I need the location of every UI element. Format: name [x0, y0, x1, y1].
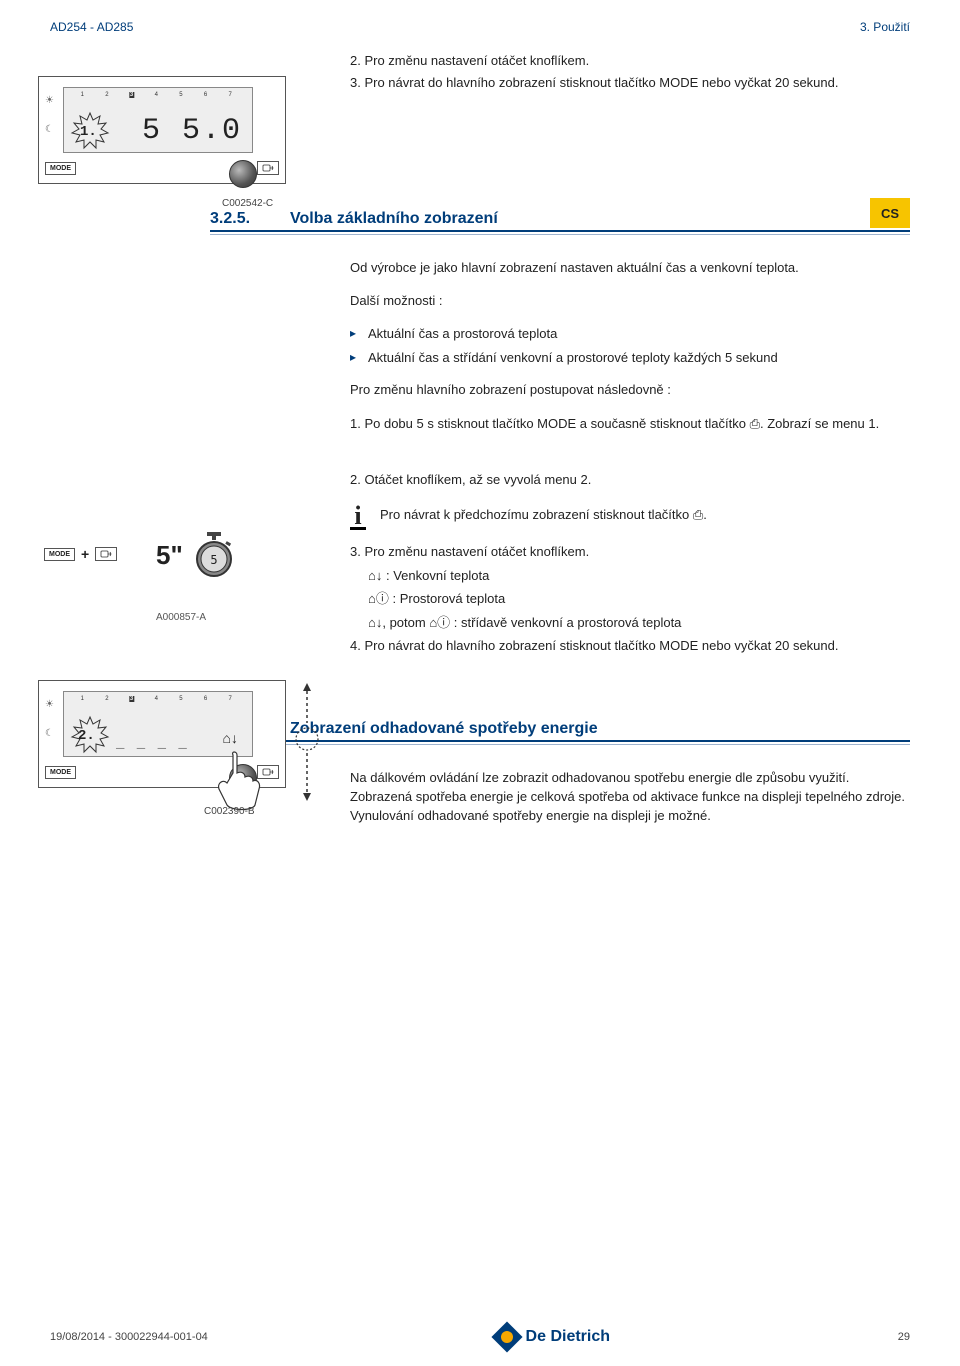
page-number: 29	[898, 1331, 910, 1343]
figure-code: C002542-C	[222, 198, 288, 209]
rotate-arrows-icon	[293, 683, 321, 803]
stopwatch-icon: 5	[193, 532, 235, 578]
five-seconds-label: 5"	[156, 540, 183, 571]
lcd-scale: 1 2 3 4 5 6 7	[70, 92, 246, 110]
lcd-dashes: _ _ _ _	[116, 736, 189, 752]
mode-plus-clock-combo: MODE +	[44, 546, 117, 562]
plus-icon: +	[81, 546, 89, 562]
info-icon: i	[350, 507, 366, 530]
bullet-item: Aktuální čas a střídání venkovní a prost…	[350, 349, 910, 367]
svg-text:5: 5	[210, 553, 217, 567]
info-text: Pro návrat k předchozímu zobrazení stisk…	[380, 507, 707, 523]
sun-icon: ☀	[45, 699, 54, 710]
step-1: 1. Po dobu 5 s stisknout tlačítko MODE a…	[350, 414, 910, 434]
device-figure-2: ☀ ☾ 1 2 3 4 5 6 7 2. _ _ _ _	[38, 680, 288, 788]
brand-logo: De Dietrich	[496, 1326, 610, 1348]
lcd-burst-value: 2.	[78, 728, 95, 744]
lcd-burst-value: 1.	[80, 124, 97, 140]
house-out-icon: ⌂↓	[223, 730, 238, 746]
step-3-sub: ⌂ⓘ : Prostorová teplota	[350, 589, 910, 609]
step-4: 4. Pro návrat do hlavního zobrazení stis…	[350, 636, 910, 656]
step-3: 3. Pro změnu nastavení otáčet knoflíkem.	[350, 542, 910, 562]
step-3-sub: ⌂↓ : Venkovní teplota	[350, 566, 910, 586]
procedure-intro: Pro změnu hlavního zobrazení postupovat …	[350, 381, 910, 400]
sun-icon: ☀	[45, 95, 54, 106]
section-heading-325: 3.2.5. Volba základního zobrazení	[210, 210, 910, 232]
mode-button[interactable]: MODE	[45, 162, 76, 175]
section-326-paragraph: Na dálkovém ovládání lze zobrazit odhado…	[350, 769, 910, 826]
figure-code: C002390-B	[204, 806, 255, 817]
header-left: AD254 - AD285	[50, 20, 133, 34]
more-options-label: Další možnosti :	[350, 292, 910, 311]
step-2: 2. Otáčet knoflíkem, až se vyvolá menu 2…	[350, 470, 910, 490]
lcd-scale: 1 2 3 4 5 6 7	[70, 696, 246, 714]
footer-date-code: 19/08/2014 - 300022944-001-04	[50, 1331, 208, 1343]
intro-text: Od výrobce je jako hlavní zobrazení nast…	[350, 259, 910, 278]
instruction-item: 3. Pro návrat do hlavního zobrazení stis…	[350, 74, 910, 92]
moon-icon: ☾	[45, 124, 54, 135]
rotary-knob[interactable]	[229, 160, 257, 188]
mode-button[interactable]: MODE	[45, 766, 76, 779]
mode-button-small[interactable]: MODE	[44, 548, 75, 561]
language-tab-cs: CS	[870, 198, 910, 228]
bullet-item: Aktuální čas a prostorová teplota	[350, 325, 910, 343]
figure-code-a: A000857-A	[156, 612, 206, 623]
instruction-item: 2. Pro změnu nastavení otáčet knoflíkem.	[350, 52, 910, 70]
moon-icon: ☾	[45, 728, 54, 739]
hand-icon	[211, 749, 265, 813]
clock-button-small[interactable]	[95, 547, 117, 561]
device-figure-1: ☀ ☾ 1 2 3 4 5 6 7 1. 5 5.0	[38, 76, 288, 209]
clock-button[interactable]	[257, 161, 279, 175]
lcd-temperature: 5 5.0	[142, 114, 242, 148]
step-3-sub: ⌂↓, potom ⌂ⓘ : střídavě venkovní a prost…	[350, 613, 910, 633]
header-right: 3. Použití	[860, 20, 910, 34]
